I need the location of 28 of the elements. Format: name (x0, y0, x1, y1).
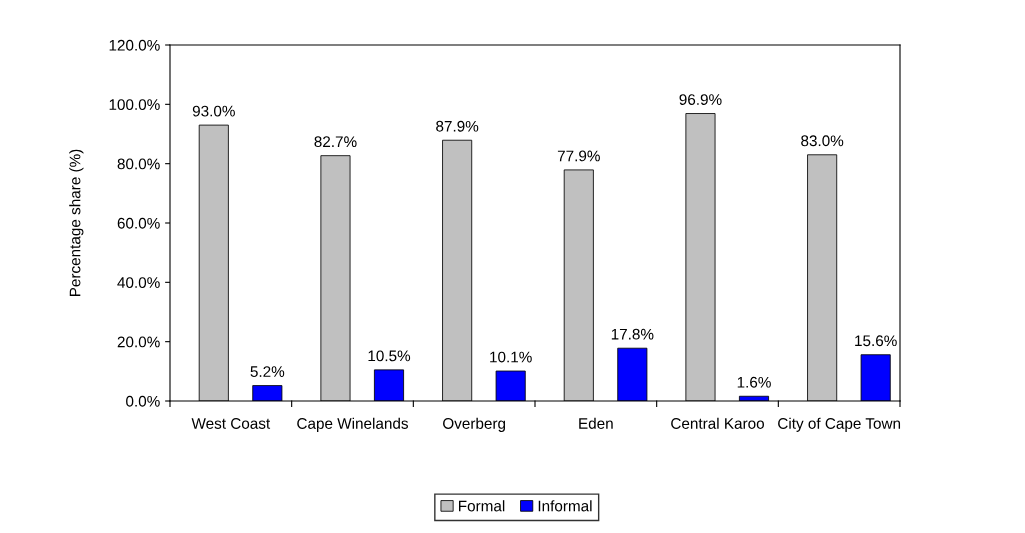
data-label: 82.7% (314, 136, 357, 148)
x-tick-label: City of Cape Town (778, 417, 901, 432)
data-label: 87.9% (436, 120, 479, 132)
legend-label: Formal (459, 500, 505, 512)
x-tick-label: Overberg (443, 417, 506, 432)
data-label: 5.2% (250, 366, 285, 377)
data-label: 93.0% (192, 105, 235, 117)
legend-label: Informal (538, 500, 592, 512)
y-tick-label: 40.0% (117, 277, 160, 289)
x-tick-label: West Coast (191, 418, 271, 429)
data-label: 17.8% (611, 328, 654, 340)
x-tick-label: Cape Winelands (297, 417, 408, 432)
y-tick-label: 120.0% (109, 39, 160, 51)
data-label: 15.6% (855, 335, 897, 347)
y-tick-label: 20.0% (117, 336, 160, 348)
y-tick-label: 60.0% (117, 217, 160, 229)
data-label: 10.1% (490, 351, 532, 363)
data-label: 10.5% (368, 350, 411, 362)
x-tick-label: Eden (579, 417, 613, 429)
data-label: 77.9% (557, 150, 600, 162)
data-label: 83.0% (801, 135, 844, 147)
data-label: 96.9% (679, 94, 722, 105)
y-tick-label: 80.0% (117, 158, 160, 170)
x-tick-label: Central Karoo (671, 417, 764, 429)
data-label: 1.6% (737, 376, 771, 388)
y-tick-label: 100.0% (109, 99, 160, 111)
y-tick-label: 0.0% (126, 395, 160, 407)
y-axis-title: Percentage share (%) (69, 149, 84, 297)
